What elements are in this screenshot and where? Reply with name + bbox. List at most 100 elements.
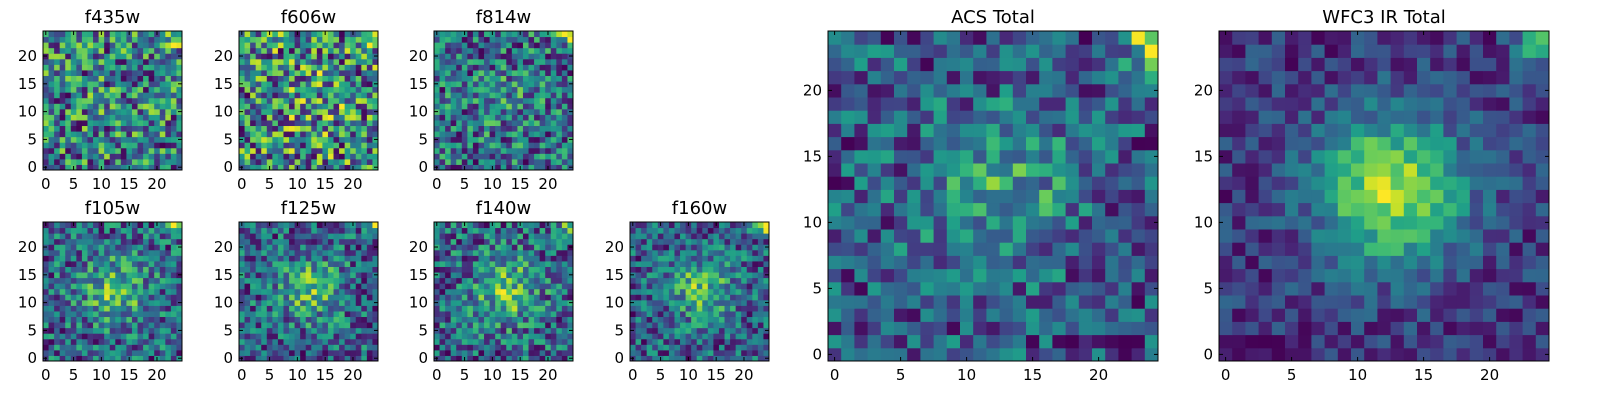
heatmap-cell [289, 272, 296, 279]
heatmap-cell [757, 260, 764, 267]
heatmap-cell [545, 69, 552, 76]
heatmap-cell [854, 215, 869, 230]
heatmap-cell [933, 163, 948, 177]
heatmap-cell [355, 305, 362, 312]
heatmap-cell [305, 294, 312, 301]
heatmap-cell [54, 42, 61, 49]
heatmap-cell [87, 266, 94, 273]
heatmap-cell [528, 305, 535, 312]
heatmap-cell [450, 142, 457, 149]
heatmap-cell [472, 36, 479, 43]
heatmap-cell [54, 310, 61, 318]
heatmap-cell [87, 64, 94, 71]
heatmap-cell [1052, 308, 1067, 322]
heatmap-cell [305, 69, 312, 76]
heatmap-cell [680, 255, 687, 262]
heatmap-cell [757, 266, 764, 273]
heatmap-cell [109, 244, 116, 251]
heatmap-cell [350, 333, 357, 340]
heatmap-cell [680, 244, 687, 251]
heatmap-cell [261, 283, 268, 290]
heatmap-cell [550, 97, 557, 104]
heatmap-cell [434, 75, 441, 82]
heatmap-cell [561, 222, 568, 229]
heatmap-cell [534, 355, 541, 362]
heatmap-cell [344, 349, 351, 356]
heatmap-cell [294, 81, 301, 88]
heatmap-cell [545, 227, 552, 234]
heatmap-cell [98, 255, 105, 262]
heatmap-cell [986, 255, 1001, 270]
heatmap-cell [59, 92, 66, 99]
heatmap-cell [54, 322, 61, 329]
heatmap-cell [137, 288, 144, 295]
panel-title: f160w [672, 198, 727, 219]
heatmap-cell [277, 75, 284, 82]
heatmap-cell [327, 53, 335, 60]
heatmap-cell [327, 153, 335, 160]
heatmap-cell [339, 299, 346, 306]
x-tick-label: 20 [343, 175, 362, 193]
heatmap-cell [148, 338, 155, 345]
heatmap-cell [93, 69, 100, 76]
heatmap-cell [261, 86, 268, 93]
heatmap-cell [534, 322, 541, 329]
heatmap-cell [250, 333, 257, 340]
heatmap-cell [48, 249, 55, 256]
heatmap-cell [735, 322, 742, 329]
heatmap-cell [76, 283, 83, 290]
heatmap-cell [1026, 176, 1040, 190]
heatmap-cell [500, 119, 507, 127]
heatmap-cell [545, 58, 552, 65]
heatmap-cell [300, 238, 307, 245]
heatmap-cell [176, 277, 183, 284]
heatmap-cell [757, 255, 764, 262]
heatmap-cell [316, 238, 323, 245]
heatmap-cell [54, 283, 61, 290]
heatmap-cell [854, 176, 869, 190]
heatmap-cell [283, 344, 290, 351]
heatmap-cell [696, 322, 703, 329]
heatmap-cell [165, 244, 172, 251]
heatmap-cell [344, 36, 351, 43]
heatmap-cell [450, 238, 457, 245]
heatmap-cell [126, 288, 133, 295]
heatmap-cell [148, 349, 155, 356]
heatmap-cell [87, 75, 94, 82]
heatmap-cell [339, 338, 346, 345]
heatmap-cell [567, 147, 574, 154]
heatmap-cell [741, 322, 748, 329]
heatmap-cell [663, 305, 670, 312]
heatmap-cell [250, 114, 257, 121]
heatmap-cell [355, 53, 362, 60]
heatmap-cell [115, 108, 122, 115]
heatmap-cell [244, 222, 251, 229]
heatmap-cell [534, 260, 541, 267]
heatmap-cell [48, 222, 55, 229]
heatmap-cell [244, 344, 251, 351]
heatmap-cell [350, 272, 357, 279]
heatmap-cell [305, 103, 312, 110]
heatmap-cell [255, 153, 262, 160]
heatmap-cell [880, 202, 895, 217]
heatmap-cell [1039, 295, 1053, 309]
heatmap-cell [511, 164, 518, 171]
heatmap-cell [277, 272, 284, 279]
heatmap-cell [344, 164, 351, 171]
heatmap-cell [517, 142, 524, 149]
heatmap-cell [131, 164, 139, 171]
heatmap-cell [120, 131, 127, 138]
heatmap-cell [311, 31, 318, 38]
heatmap-cell [294, 288, 301, 295]
heatmap-cell [517, 305, 524, 312]
heatmap-cell [261, 305, 268, 312]
heatmap-cell [439, 344, 446, 351]
heatmap-cell [445, 255, 452, 262]
heatmap-cell [93, 153, 100, 160]
heatmap-cell [561, 164, 568, 171]
heatmap-cell [350, 283, 357, 290]
heatmap-cell [539, 233, 546, 240]
heatmap-cell [48, 153, 55, 160]
heatmap-cell [445, 86, 452, 93]
